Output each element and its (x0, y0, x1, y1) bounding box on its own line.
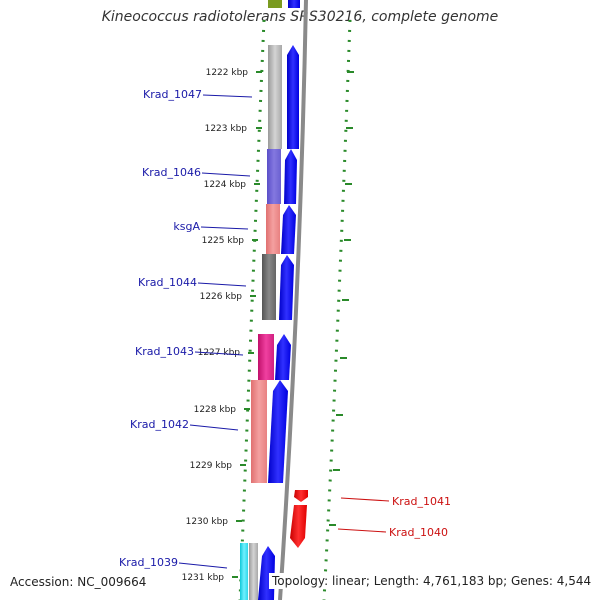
block-krad-1042 (251, 380, 267, 483)
block-krad-1039-a (240, 543, 248, 600)
gene-label-ksga: ksgA (173, 220, 200, 233)
block-krad-1043 (258, 334, 274, 380)
gene-label-krad-1040: Krad_1040 (389, 526, 448, 539)
tick-label: 1228 kbp (194, 405, 237, 415)
gene-label-krad-1043: Krad_1043 (135, 345, 194, 358)
gene-label-krad-1046: Krad_1046 (142, 166, 201, 179)
gene-arrow-krad-1040 (290, 505, 307, 548)
tick-label: 1223 kbp (205, 124, 248, 134)
scale-ticks: 1222 kbp 1223 kbp 1224 kbp 1225 kbp 1226… (182, 68, 262, 583)
tick-label: 1231 kbp (182, 573, 225, 583)
gene-label-krad-1039: Krad_1039 (119, 556, 178, 569)
block-krad-1044 (262, 254, 276, 320)
genome-backbone (278, 0, 308, 600)
gene-label-krad-1047: Krad_1047 (143, 88, 202, 101)
block-krad-1047 (268, 45, 282, 149)
gene-labels[interactable]: Krad_1047 Krad_1046 ksgA Krad_1044 Krad_… (119, 88, 451, 569)
top-feature-olive (268, 0, 282, 8)
block-ksga (266, 204, 280, 254)
left-dotted-guide (238, 19, 266, 600)
map-title: Kineococcus radiotolerans SRS30216, comp… (101, 9, 499, 25)
tick-label: 1226 kbp (200, 292, 243, 302)
forward-genes[interactable] (258, 45, 299, 600)
homology-blocks (240, 45, 282, 600)
tick-label: 1224 kbp (204, 180, 247, 190)
gene-arrow-krad-1043 (275, 334, 291, 380)
genome-summary: Topology: linear; Length: 4,761,183 bp; … (269, 573, 595, 589)
tick-label: 1230 kbp (186, 517, 229, 527)
gene-label-krad-1042: Krad_1042 (130, 418, 189, 431)
gene-arrow-krad-1044 (279, 255, 294, 320)
accession-label: Accession: NC_009664 (10, 575, 147, 589)
reverse-genes[interactable] (290, 490, 308, 548)
right-dotted-guide (322, 19, 352, 600)
gene-arrow-krad-1046 (284, 149, 297, 204)
gene-arrow-krad-1047 (287, 45, 299, 149)
gene-label-krad-1044: Krad_1044 (138, 276, 197, 289)
top-feature-blue (288, 0, 300, 8)
tick-label: 1225 kbp (202, 236, 245, 246)
gene-arrow-krad-1042 (268, 380, 288, 483)
gene-arrow-krad-1041 (294, 490, 308, 502)
right-tick-marks (329, 71, 354, 526)
block-krad-1046 (267, 149, 281, 204)
gene-label-krad-1041: Krad_1041 (392, 495, 451, 508)
tick-label: 1222 kbp (206, 68, 249, 78)
gene-arrow-ksga (281, 205, 296, 254)
tick-label: 1229 kbp (190, 461, 233, 471)
block-krad-1039-b (249, 543, 258, 600)
